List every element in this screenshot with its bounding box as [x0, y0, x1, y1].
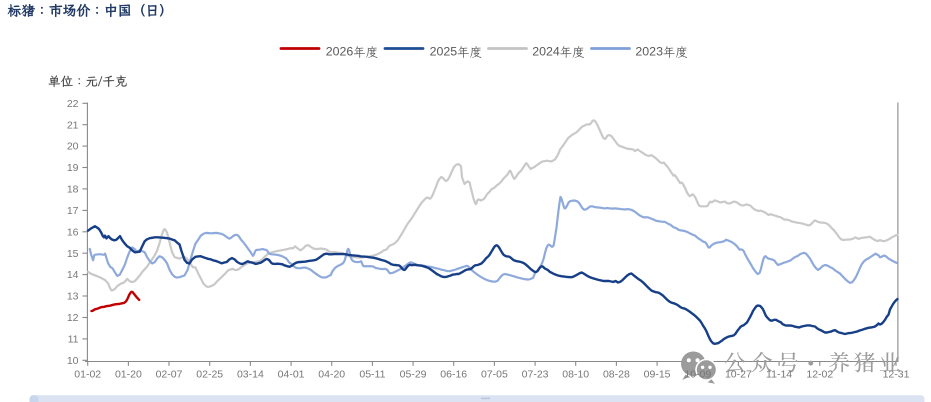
- svg-text:08-10: 08-10: [562, 369, 589, 381]
- svg-text:02-25: 02-25: [196, 369, 223, 381]
- svg-text:02-07: 02-07: [156, 369, 183, 381]
- svg-text:01-20: 01-20: [115, 369, 142, 381]
- svg-text:12-02: 12-02: [806, 369, 833, 381]
- svg-text:04-01: 04-01: [278, 369, 305, 381]
- svg-text:07-05: 07-05: [481, 369, 508, 381]
- svg-text:17: 17: [67, 205, 79, 217]
- svg-text:20: 20: [67, 141, 79, 153]
- svg-text:2024: 2024: [532, 45, 560, 59]
- svg-text:08-28: 08-28: [603, 369, 630, 381]
- svg-text:04-20: 04-20: [318, 369, 345, 381]
- svg-text:01-02: 01-02: [74, 369, 101, 381]
- svg-text:14: 14: [67, 269, 79, 281]
- svg-text:2023: 2023: [635, 45, 663, 59]
- svg-text:11: 11: [68, 334, 79, 346]
- svg-text:09-15: 09-15: [644, 369, 671, 381]
- svg-text:21: 21: [67, 119, 79, 131]
- svg-text:10-27: 10-27: [725, 369, 752, 381]
- svg-text:13: 13: [67, 291, 79, 303]
- svg-text:07-23: 07-23: [522, 369, 549, 381]
- svg-text:11-14: 11-14: [766, 369, 792, 381]
- svg-text:12: 12: [67, 312, 79, 324]
- svg-text:22: 22: [67, 98, 79, 110]
- svg-text:10: 10: [67, 355, 79, 367]
- svg-text:2026: 2026: [326, 45, 354, 59]
- svg-text:19: 19: [67, 162, 79, 174]
- svg-text:10-09: 10-09: [684, 369, 711, 381]
- svg-text:16: 16: [67, 226, 79, 238]
- svg-text:03-14: 03-14: [237, 369, 264, 381]
- svg-text:05-29: 05-29: [400, 369, 427, 381]
- svg-text:12-31: 12-31: [883, 369, 910, 381]
- svg-text:15: 15: [67, 248, 79, 260]
- svg-text:2025: 2025: [430, 45, 458, 59]
- svg-text:18: 18: [67, 184, 79, 196]
- svg-text:06-16: 06-16: [440, 369, 467, 381]
- svg-text:05-11: 05-11: [359, 369, 385, 381]
